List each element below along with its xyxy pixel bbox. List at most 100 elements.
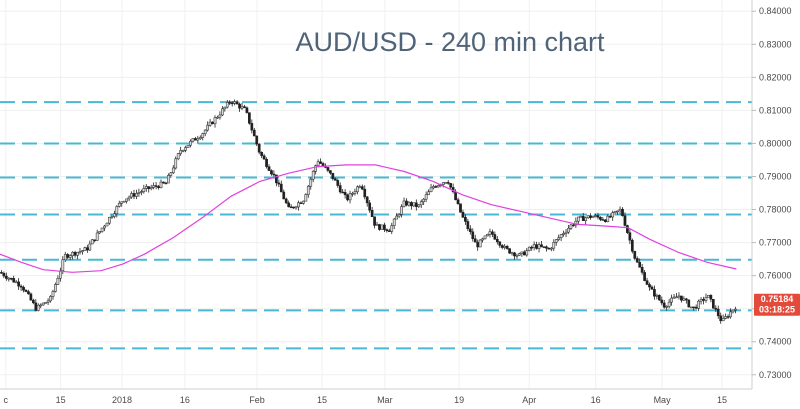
candle: [675, 292, 678, 299]
candle: [338, 182, 342, 194]
candle-body: [476, 241, 480, 248]
x-tick-label: 15: [717, 395, 727, 405]
candle-body: [198, 137, 202, 140]
candle: [468, 225, 472, 235]
candle: [66, 253, 70, 259]
candle: [488, 228, 492, 238]
y-tick-label: 0.80000: [759, 138, 792, 148]
candle-body: [456, 199, 460, 205]
candle: [584, 216, 588, 225]
candle-body: [709, 294, 713, 300]
candle: [486, 233, 489, 237]
candle: [594, 213, 597, 218]
candle-body: [432, 186, 435, 189]
candle: [169, 172, 173, 178]
candle-body: [338, 185, 342, 193]
candle: [680, 295, 683, 303]
candle: [46, 298, 50, 305]
candle-body: [726, 316, 730, 318]
y-tick-label: 0.82000: [759, 72, 792, 82]
candle: [14, 279, 18, 284]
candle-body: [569, 224, 573, 229]
candle: [90, 239, 94, 245]
candle-body: [267, 166, 271, 171]
candle-body: [405, 200, 408, 206]
candle: [255, 135, 259, 147]
candle-body: [630, 239, 634, 252]
candle-body: [724, 316, 727, 319]
candle-body: [446, 182, 450, 184]
candle-body: [275, 174, 278, 184]
candle-body: [648, 284, 651, 288]
candle-body: [265, 158, 268, 167]
x-tick-label: 2018: [112, 395, 132, 405]
candle-body: [618, 208, 622, 212]
candle: [149, 184, 153, 191]
candle-body: [662, 302, 666, 308]
candle: [250, 119, 254, 134]
candle-body: [478, 239, 482, 248]
candle-body: [711, 298, 715, 309]
y-tick-label: 0.83000: [759, 39, 792, 49]
candle-body: [719, 315, 723, 322]
candle: [294, 205, 298, 210]
candle: [522, 250, 526, 256]
candle: [410, 201, 413, 210]
candle: [98, 231, 101, 235]
candle: [554, 239, 558, 246]
candle: [245, 106, 249, 114]
candle-body: [363, 188, 367, 198]
candle-body: [464, 216, 467, 222]
candle: [144, 184, 148, 192]
candle: [306, 184, 310, 198]
candle-body: [402, 200, 406, 207]
candle-body: [191, 138, 195, 142]
candle-body: [505, 246, 509, 249]
candle: [132, 189, 136, 200]
candle-body: [117, 202, 121, 207]
candle: [179, 146, 182, 156]
candle-body: [93, 239, 97, 241]
candle: [93, 239, 97, 243]
candle-body: [365, 196, 369, 204]
candle-body: [225, 102, 229, 108]
candle: [559, 233, 563, 242]
candle: [95, 229, 99, 241]
candle: [17, 278, 20, 290]
candle-body: [218, 114, 222, 118]
candle: [459, 203, 462, 213]
candle-body: [684, 298, 688, 301]
candle: [387, 228, 391, 232]
candle: [44, 302, 47, 304]
candle-body: [473, 238, 477, 243]
candle: [32, 298, 35, 305]
candle: [709, 294, 713, 303]
candle: [437, 184, 440, 188]
candle: [481, 237, 484, 243]
candle: [71, 251, 74, 260]
candle: [201, 132, 205, 141]
candle: [184, 145, 187, 153]
candle: [243, 104, 246, 109]
candle-body: [36, 304, 40, 311]
candle: [159, 179, 163, 189]
candle-body: [599, 217, 602, 220]
candle: [152, 182, 155, 190]
candle-body: [549, 247, 553, 250]
candle: [633, 250, 637, 261]
candle: [186, 144, 190, 148]
candle-body: [392, 218, 396, 226]
candle: [81, 250, 84, 255]
candle-body: [272, 173, 276, 176]
candle-body: [184, 147, 187, 151]
candle: [711, 298, 715, 309]
candle-body: [201, 133, 205, 138]
candle-body: [461, 211, 465, 218]
candle-body: [500, 245, 504, 248]
candle: [657, 294, 661, 301]
candle: [608, 213, 612, 219]
candle-body: [221, 108, 224, 116]
candle: [22, 285, 25, 293]
